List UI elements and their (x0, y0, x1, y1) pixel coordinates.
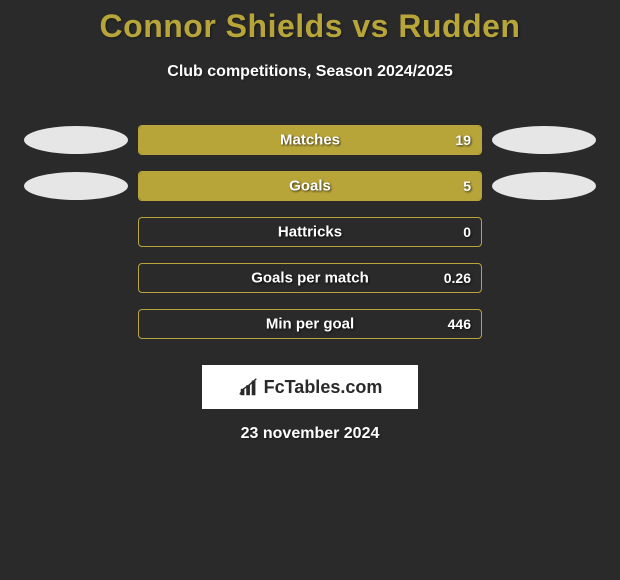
stat-row: Goals 5 (0, 163, 620, 209)
stat-row: Min per goal 446 (0, 301, 620, 347)
stat-value: 5 (463, 178, 471, 194)
stat-label: Hattricks (278, 224, 342, 241)
stat-bar: Matches 19 (138, 125, 482, 155)
stat-value: 0.26 (444, 270, 471, 286)
player-left-marker (24, 126, 128, 154)
subtitle: Club competitions, Season 2024/2025 (0, 63, 620, 81)
stat-bar: Min per goal 446 (138, 309, 482, 339)
stat-row: Matches 19 (0, 117, 620, 163)
page-title: Connor Shields vs Rudden (0, 8, 620, 45)
stat-label: Goals per match (251, 270, 369, 287)
player-left-marker (24, 310, 128, 338)
player-right-marker (492, 218, 596, 246)
stat-label: Matches (280, 132, 340, 149)
date-label: 23 november 2024 (0, 425, 620, 443)
player-right-marker (492, 126, 596, 154)
player-right-marker (492, 310, 596, 338)
comparison-chart: Matches 19 Goals 5 Hattricks 0 Goals per match… (0, 117, 620, 347)
player-left-marker (24, 264, 128, 292)
infographic-container: Connor Shields vs Rudden Club competitio… (0, 0, 620, 443)
stat-value: 0 (463, 224, 471, 240)
stat-bar: Goals 5 (138, 171, 482, 201)
stat-row: Hattricks 0 (0, 209, 620, 255)
bar-chart-icon (238, 376, 260, 398)
stat-value: 19 (455, 132, 471, 148)
stat-bar: Hattricks 0 (138, 217, 482, 247)
stat-row: Goals per match 0.26 (0, 255, 620, 301)
logo-text: FcTables.com (264, 377, 383, 398)
stat-value: 446 (448, 316, 471, 332)
player-right-marker (492, 172, 596, 200)
stat-label: Min per goal (266, 316, 354, 333)
stat-label: Goals (289, 178, 331, 195)
player-right-marker (492, 264, 596, 292)
source-logo: FcTables.com (202, 365, 418, 409)
stat-bar: Goals per match 0.26 (138, 263, 482, 293)
player-left-marker (24, 218, 128, 246)
player-left-marker (24, 172, 128, 200)
